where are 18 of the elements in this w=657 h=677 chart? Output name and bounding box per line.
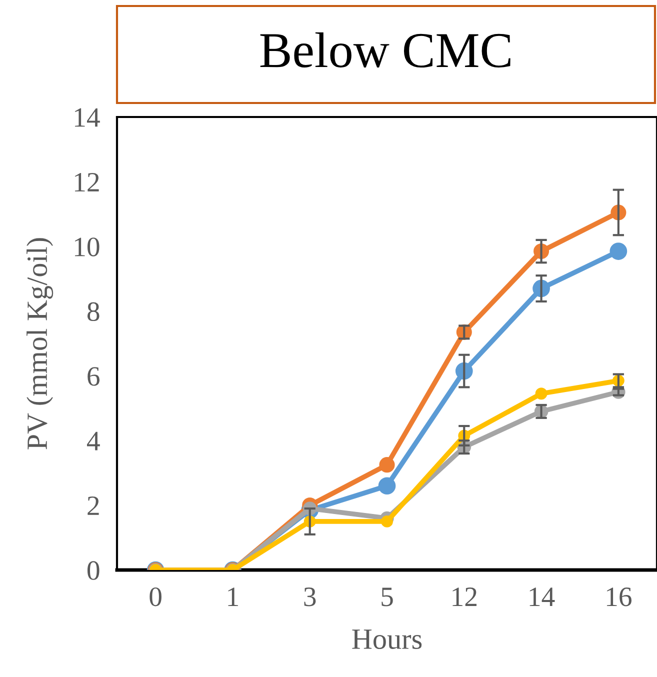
chart-title: Below CMC xyxy=(260,32,510,68)
y-tick-label: 6 xyxy=(88,367,100,386)
y-tick-label: 4 xyxy=(86,432,100,450)
x-axis-title: Hours xyxy=(352,630,422,650)
y-tick-label: 2 xyxy=(88,496,99,515)
x-tick-label: 0 xyxy=(150,587,162,606)
x-tick-label: 16 xyxy=(606,588,632,606)
x-tick-label: 14 xyxy=(530,588,555,606)
y-tick-label: 10 xyxy=(75,238,100,256)
x-tick-label: 5 xyxy=(382,588,393,606)
y-tick-label: 14 xyxy=(75,108,100,127)
y-axis-title: PV (mmol Kg/oil) xyxy=(26,238,54,450)
x-tick-label: 12 xyxy=(452,588,476,606)
x-tick-label: 1 xyxy=(228,588,238,606)
y-tick-label: 0 xyxy=(88,561,100,580)
x-tick-label: 3 xyxy=(304,588,316,606)
y-tick-label: 8 xyxy=(88,302,100,322)
y-tick-label: 12 xyxy=(75,172,99,192)
